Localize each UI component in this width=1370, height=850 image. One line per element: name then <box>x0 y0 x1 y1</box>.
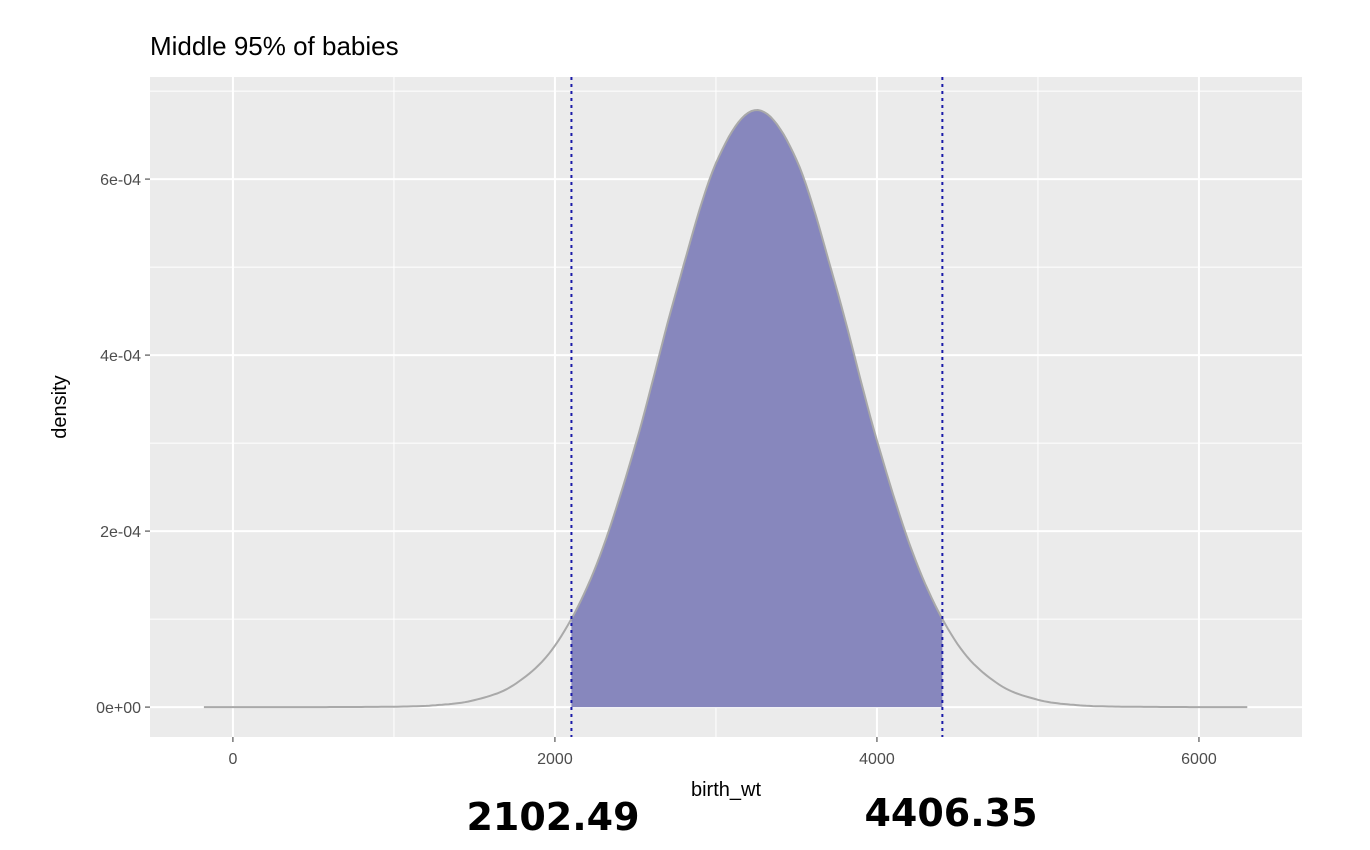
x-axis-ticks: 0 2000 4000 6000 <box>228 737 1217 768</box>
upper-bound-label: 4406.35 <box>864 791 1037 835</box>
lower-bound-label: 2102.49 <box>466 795 639 839</box>
y-axis-ticks: 0e+00 2e-04 4e-04 6e-04 <box>96 172 150 717</box>
y-axis-label: density <box>49 375 71 438</box>
x-tick-label: 4000 <box>859 751 895 768</box>
y-tick-label: 0e+00 <box>96 700 141 717</box>
density-curve <box>203 108 1248 709</box>
y-tick-label: 2e-04 <box>100 524 141 541</box>
y-tick-label: 4e-04 <box>100 348 141 365</box>
x-axis-label: birth_wt <box>691 779 761 801</box>
shaded-area <box>571 110 943 708</box>
y-tick-label: 6e-04 <box>100 172 141 189</box>
x-tick-label: 2000 <box>537 751 573 768</box>
chart-title: Middle 95% of babies <box>150 31 399 61</box>
x-tick-label: 0 <box>228 751 237 768</box>
x-tick-label: 6000 <box>1181 751 1217 768</box>
